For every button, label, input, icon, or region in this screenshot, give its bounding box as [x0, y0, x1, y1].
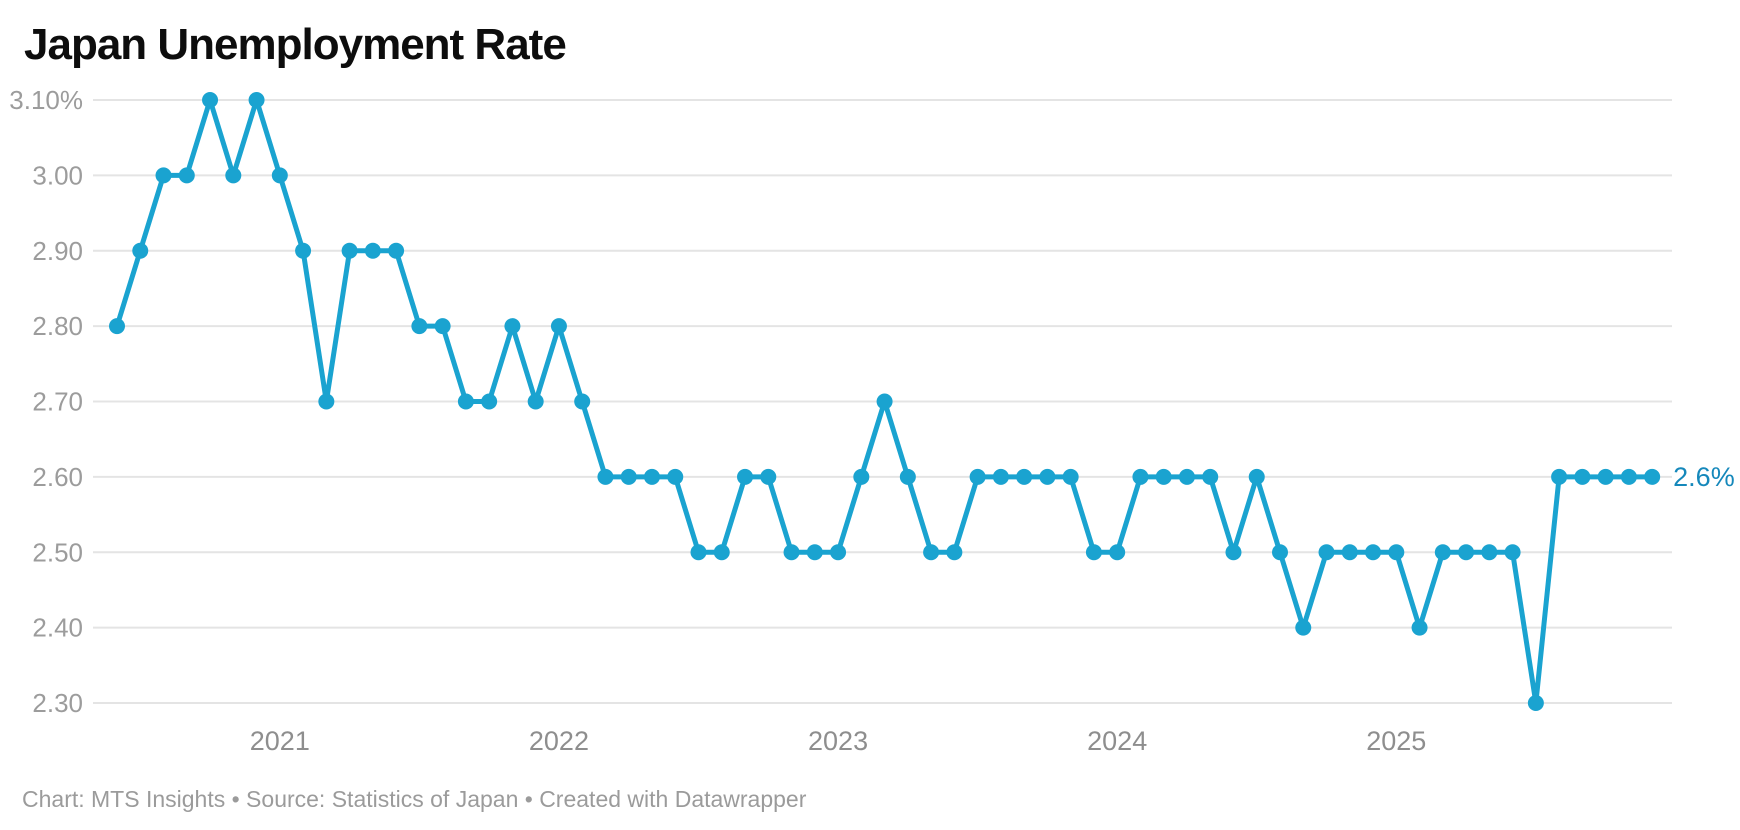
data-point — [690, 544, 707, 561]
data-point — [1272, 544, 1288, 561]
data-point — [295, 242, 312, 259]
x-axis-label: 2021 — [250, 726, 310, 756]
y-axis-label: 2.50 — [32, 537, 83, 567]
data-point — [1132, 468, 1149, 485]
data-point — [969, 468, 986, 485]
x-axis-label: 2022 — [529, 726, 589, 756]
data-point — [853, 468, 870, 485]
data-point — [760, 468, 777, 485]
data-point — [1109, 544, 1126, 561]
y-axis-label: 2.30 — [32, 688, 83, 718]
data-point — [923, 544, 940, 561]
data-point — [155, 167, 172, 184]
data-point — [1574, 468, 1591, 485]
data-point — [1178, 468, 1195, 485]
data-point — [1644, 468, 1661, 485]
data-point — [1085, 544, 1102, 561]
data-point — [550, 318, 567, 335]
data-point — [713, 544, 730, 561]
data-point — [527, 393, 544, 410]
data-point — [643, 468, 660, 485]
y-axis-label: 2.80 — [32, 311, 83, 341]
chart-attribution: Chart: MTS Insights • Source: Statistics… — [22, 786, 807, 812]
y-axis-label: 2.60 — [32, 462, 83, 492]
data-point — [225, 167, 242, 184]
data-point — [318, 393, 335, 410]
data-point — [481, 393, 498, 410]
data-point — [783, 544, 800, 561]
data-point — [1039, 468, 1056, 485]
data-point — [1481, 544, 1498, 561]
data-point — [1365, 544, 1382, 561]
data-point — [992, 468, 1009, 485]
data-point — [830, 544, 847, 561]
data-point — [667, 468, 684, 485]
data-point — [1318, 544, 1335, 561]
data-point — [1016, 468, 1033, 485]
end-value-label: 2.6% — [1673, 462, 1735, 492]
data-point — [132, 242, 149, 259]
data-point — [411, 318, 428, 335]
data-point — [1155, 468, 1172, 485]
data-point — [1434, 544, 1451, 561]
data-point — [1527, 695, 1544, 711]
chart-title: Japan Unemployment Rate — [24, 20, 567, 69]
data-point — [1620, 468, 1637, 485]
data-point — [1388, 544, 1405, 561]
y-axis-label: 2.90 — [32, 236, 83, 266]
data-point — [899, 468, 916, 485]
data-point — [202, 92, 219, 108]
data-point — [597, 468, 614, 485]
data-point — [504, 318, 521, 335]
data-point — [248, 92, 265, 108]
data-point — [178, 167, 195, 184]
y-axis-label: 3.10% — [9, 85, 83, 115]
data-point — [1411, 619, 1428, 636]
data-point — [388, 242, 405, 259]
data-point — [364, 242, 381, 259]
data-point — [1202, 468, 1219, 485]
data-point — [1341, 544, 1358, 561]
data-point — [1225, 544, 1242, 561]
data-point — [620, 468, 637, 485]
data-point — [271, 167, 288, 184]
data-point — [434, 318, 451, 335]
data-point — [1458, 544, 1475, 561]
x-axis-label: 2024 — [1087, 726, 1147, 756]
y-axis-label: 2.70 — [32, 387, 83, 417]
data-point — [946, 544, 963, 561]
data-point — [341, 242, 358, 259]
data-point — [1504, 544, 1521, 561]
y-axis-label: 2.40 — [32, 613, 83, 643]
y-axis-label: 3.00 — [32, 160, 83, 190]
data-point — [1062, 468, 1079, 485]
data-point — [876, 393, 893, 410]
data-point — [1248, 468, 1265, 485]
data-point — [109, 318, 125, 335]
data-point — [1597, 468, 1614, 485]
data-point — [1551, 468, 1568, 485]
data-point — [574, 393, 591, 410]
data-point — [806, 544, 823, 561]
data-point — [457, 393, 474, 410]
x-axis-label: 2025 — [1366, 726, 1426, 756]
data-point — [737, 468, 754, 485]
x-axis-label: 2023 — [808, 726, 868, 756]
data-point — [1295, 619, 1312, 636]
